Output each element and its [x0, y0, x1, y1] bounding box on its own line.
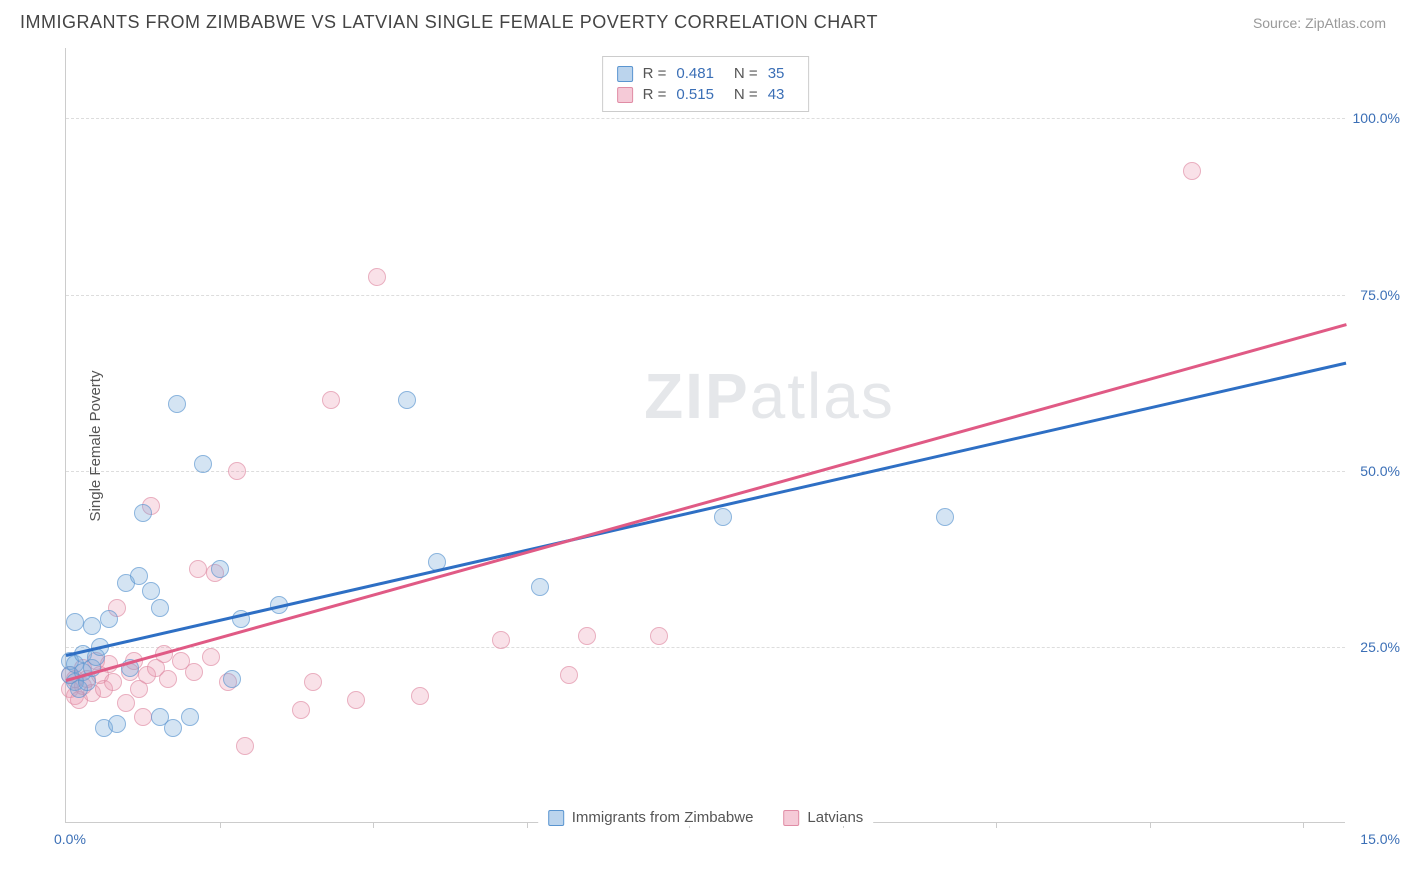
trend-line [66, 323, 1347, 682]
scatter-point [100, 610, 118, 628]
ytick-label: 50.0% [1360, 463, 1400, 479]
xtick-mark [220, 822, 221, 828]
watermark: ZIPatlas [644, 359, 895, 433]
ytick-label: 25.0% [1360, 639, 1400, 655]
scatter-point [185, 663, 203, 681]
scatter-point [228, 462, 246, 480]
legend-row-b: R = 0.515 N = 43 [617, 84, 795, 105]
legend-correlation: R = 0.481 N = 35 R = 0.515 N = 43 [602, 56, 810, 112]
scatter-point [104, 673, 122, 691]
scatter-point [560, 666, 578, 684]
xtick-mark [1150, 822, 1151, 828]
n-label-a: N = [734, 65, 758, 82]
xtick-mark [373, 822, 374, 828]
n-value-b: 43 [768, 86, 785, 103]
scatter-point [714, 508, 732, 526]
source-label: Source: ZipAtlas.com [1253, 15, 1386, 31]
gridline [66, 647, 1345, 648]
scatter-point [1183, 162, 1201, 180]
r-value-b: 0.515 [676, 86, 714, 103]
scatter-point [304, 673, 322, 691]
gridline [66, 295, 1345, 296]
scatter-point [236, 737, 254, 755]
legend-series: Immigrants from Zimbabwe Latvians [538, 809, 874, 826]
legend-item-a: Immigrants from Zimbabwe [548, 809, 754, 826]
scatter-point [117, 694, 135, 712]
series-a-label: Immigrants from Zimbabwe [572, 809, 754, 826]
swatch-b-icon [783, 810, 799, 826]
scatter-point [202, 648, 220, 666]
ytick-label: 100.0% [1353, 110, 1400, 126]
legend-row-a: R = 0.481 N = 35 [617, 63, 795, 84]
legend-item-b: Latvians [783, 809, 863, 826]
scatter-point [578, 627, 596, 645]
scatter-point [650, 627, 668, 645]
scatter-point [411, 687, 429, 705]
gridline [66, 118, 1345, 119]
scatter-point [194, 455, 212, 473]
xtick-mark [1303, 822, 1304, 828]
n-label-b: N = [734, 86, 758, 103]
xtick-label: 0.0% [54, 831, 86, 847]
scatter-point [159, 670, 177, 688]
scatter-point [83, 617, 101, 635]
chart-title: IMMIGRANTS FROM ZIMBABWE VS LATVIAN SING… [20, 12, 878, 33]
scatter-point [292, 701, 310, 719]
scatter-point [398, 391, 416, 409]
scatter-point [936, 508, 954, 526]
scatter-point [108, 715, 126, 733]
plot-area: ZIPatlas R = 0.481 N = 35 R = 0.515 N = … [65, 48, 1345, 823]
scatter-point [134, 708, 152, 726]
r-label-a: R = [643, 65, 667, 82]
swatch-b-icon [617, 87, 633, 103]
r-label-b: R = [643, 86, 667, 103]
scatter-point [492, 631, 510, 649]
xtick-mark [527, 822, 528, 828]
scatter-point [168, 395, 186, 413]
swatch-a-icon [617, 66, 633, 82]
scatter-point [189, 560, 207, 578]
scatter-point [531, 578, 549, 596]
xtick-mark [996, 822, 997, 828]
swatch-a-icon [548, 810, 564, 826]
scatter-point [368, 268, 386, 286]
xtick-label: 15.0% [1360, 831, 1400, 847]
scatter-point [223, 670, 241, 688]
scatter-point [211, 560, 229, 578]
ytick-label: 75.0% [1360, 287, 1400, 303]
series-b-label: Latvians [807, 809, 863, 826]
scatter-point [142, 582, 160, 600]
scatter-point [151, 599, 169, 617]
scatter-point [66, 613, 84, 631]
n-value-a: 35 [768, 65, 785, 82]
trend-line [66, 362, 1347, 657]
scatter-point [164, 719, 182, 737]
scatter-point [347, 691, 365, 709]
r-value-a: 0.481 [676, 65, 714, 82]
scatter-point [181, 708, 199, 726]
chart-container: Single Female Poverty ZIPatlas R = 0.481… [50, 48, 1386, 843]
scatter-point [134, 504, 152, 522]
scatter-point [322, 391, 340, 409]
gridline [66, 471, 1345, 472]
